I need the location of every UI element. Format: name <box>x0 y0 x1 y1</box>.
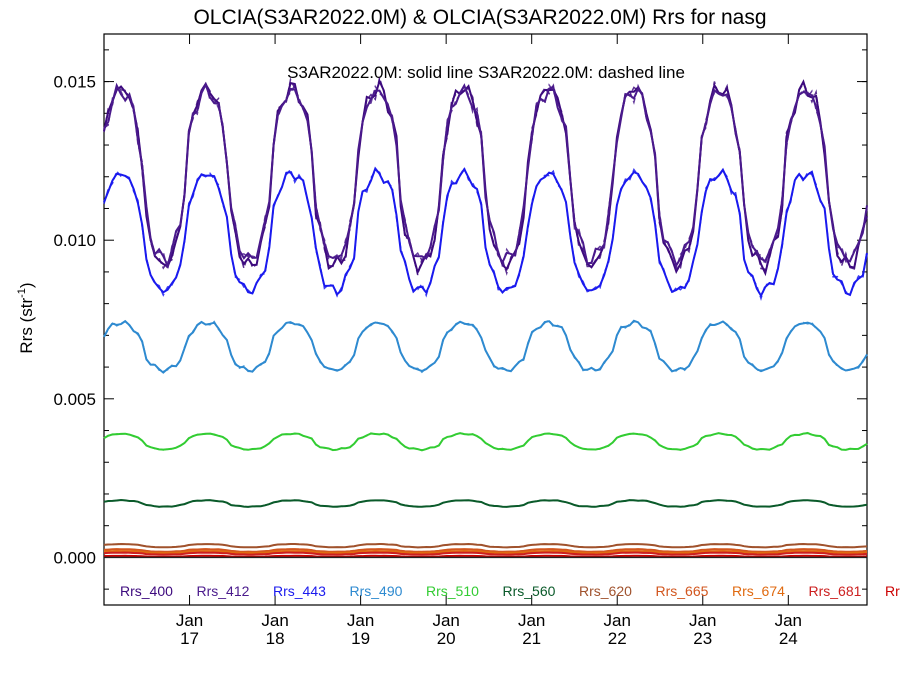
chart-annotation: S3AR2022.0M: solid line S3AR2022.0M: das… <box>287 63 685 82</box>
x-tick-day: 17 <box>180 629 199 648</box>
series-lines <box>103 77 868 559</box>
legend-entry: Rrs_490 <box>350 583 403 599</box>
legend-entry: Rrs_620 <box>579 583 632 599</box>
x-tick-month: Jan <box>689 611 716 630</box>
series-line-dashed-rrs-510 <box>103 431 868 451</box>
legend-entry: Rrs_560 <box>503 583 556 599</box>
x-tick-day: 20 <box>437 629 456 648</box>
y-axis-label: Rrs (str-1) <box>16 282 36 353</box>
y-tick-label: 0.015 <box>53 73 96 92</box>
chart-title: OLCIA(S3AR2022.0M) & OLCIA(S3AR2022.0M) … <box>193 6 766 29</box>
x-tick-day: 23 <box>693 629 712 648</box>
legend: Rrs_400 Rrs_412 Rrs_443 Rrs_490 Rrs_510 Rrs_5… <box>120 583 900 599</box>
series-line-dashed-rrs-412 <box>103 81 868 272</box>
series-line-dashed-rr <box>103 555 868 558</box>
legend-entry: Rrs_400 <box>120 583 173 599</box>
series-line-dashed-rrs-665 <box>104 548 868 553</box>
x-tick-month: Jan <box>432 611 459 630</box>
legend-entry: Rr <box>885 583 900 599</box>
series-line-dashed-rrs-560 <box>103 499 868 508</box>
x-tick-month: Jan <box>261 611 288 630</box>
x-tick-day: 24 <box>779 629 798 648</box>
x-tick-month: Jan <box>604 611 631 630</box>
legend-entry: Rrs_412 <box>197 583 250 599</box>
y-tick-label: 0.010 <box>53 231 96 250</box>
y-axis: 0.000 0.005 0.010 0.015 <box>53 49 867 590</box>
legend-entry: Rrs_674 <box>732 583 785 599</box>
x-tick-month: Jan <box>347 611 374 630</box>
series-line-dashed-rrs-443 <box>103 166 868 302</box>
series-line-dashed-rrs-620 <box>103 543 868 549</box>
plot-frame <box>103 33 868 606</box>
x-tick-month: Jan <box>176 611 203 630</box>
x-tick-day: 21 <box>522 629 541 648</box>
legend-entry: Rrs_510 <box>426 583 479 599</box>
y-tick-label: 0.000 <box>53 548 96 567</box>
series-line-dashed-rrs-490 <box>103 318 868 374</box>
x-tick-month: Jan <box>518 611 545 630</box>
x-tick-month: Jan <box>775 611 802 630</box>
series-line-dashed-rrs-674 <box>103 550 868 554</box>
legend-entry: Rrs_443 <box>273 583 326 599</box>
x-tick-day: 18 <box>266 629 285 648</box>
x-tick-day: 19 <box>351 629 370 648</box>
legend-entry: Rrs_665 <box>656 583 709 599</box>
y-tick-label: 0.005 <box>53 390 96 409</box>
series-line-rrs-510 <box>103 432 868 452</box>
legend-entry: Rrs_681 <box>809 583 862 599</box>
x-tick-day: 22 <box>608 629 627 648</box>
series-line-dashed-rrs-681 <box>103 551 868 556</box>
